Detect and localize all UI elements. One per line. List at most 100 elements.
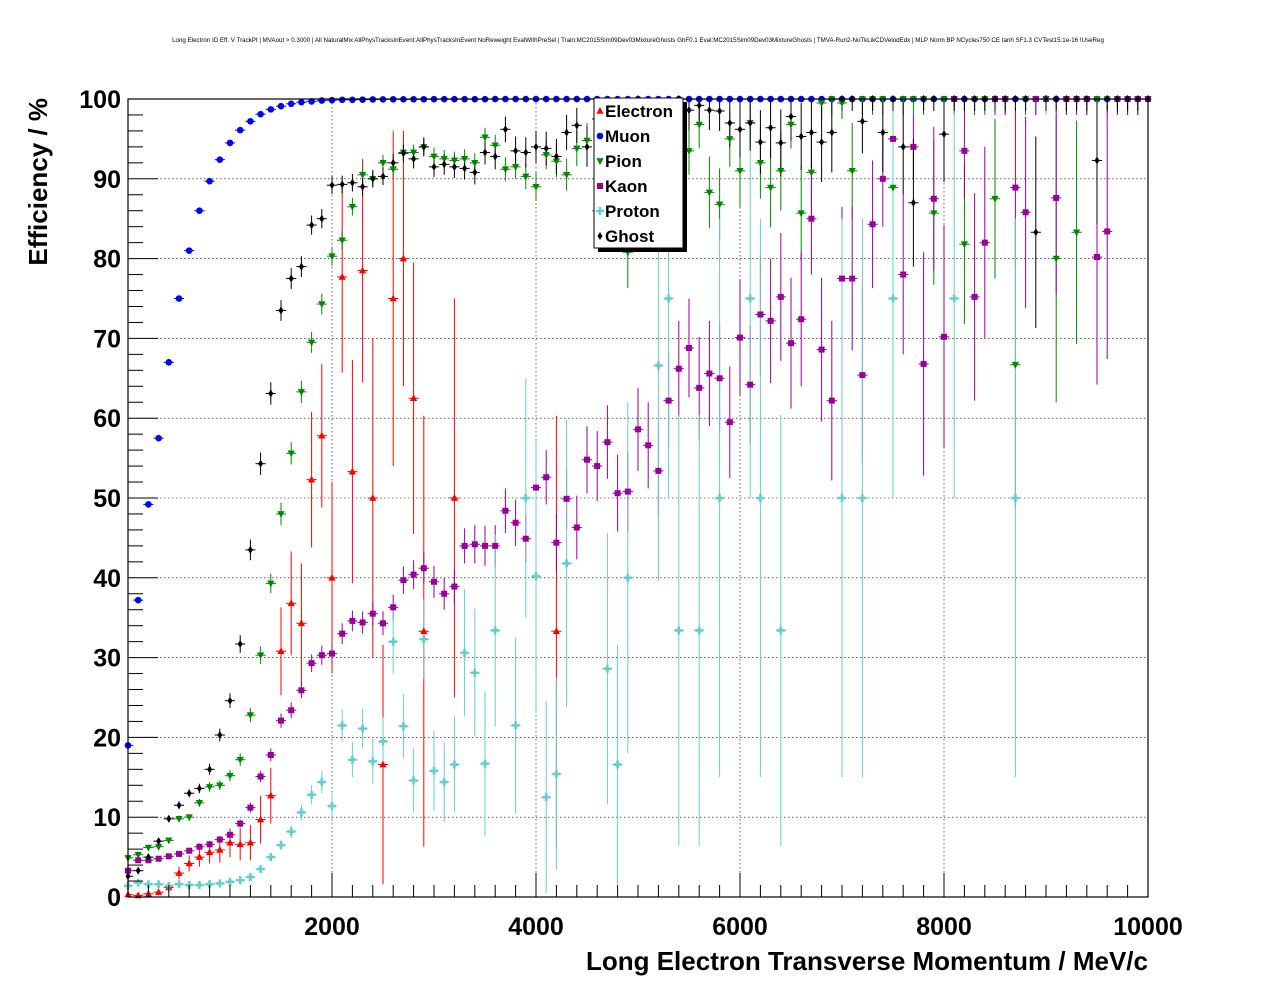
- x-axis-ticks: 2000 4000 6000 8000 10000: [127, 873, 1183, 941]
- ghost-point: [829, 128, 835, 137]
- muon-point: [328, 96, 336, 104]
- pion-point: [440, 156, 448, 163]
- ghost-point: [1094, 156, 1100, 165]
- kaon-point: [471, 541, 478, 548]
- proton-point: [226, 877, 234, 886]
- pion-point: [736, 168, 744, 175]
- electron-point: [410, 394, 418, 402]
- pion-point: [450, 157, 458, 165]
- y-tick-label: 80: [93, 246, 121, 274]
- pion-point: [991, 195, 999, 203]
- proton-point: [460, 648, 469, 657]
- ghost-point: [502, 125, 508, 134]
- electron-point: [206, 848, 214, 856]
- proton-point: [613, 760, 622, 769]
- ghost-point: [237, 640, 243, 649]
- kaon-point: [1053, 194, 1060, 201]
- ghost-point: [941, 130, 947, 139]
- pion-point: [767, 184, 775, 192]
- pion-point: [318, 301, 326, 309]
- electron-point: [277, 647, 285, 655]
- proton-point: [256, 865, 265, 874]
- kaon-point: [1104, 228, 1111, 235]
- kaon-point: [369, 610, 376, 617]
- kaon-point: [828, 397, 835, 404]
- electron-point: [267, 791, 275, 799]
- pion-point: [246, 712, 254, 720]
- muon-point: [206, 177, 213, 185]
- proton-point: [266, 853, 275, 862]
- pion-point: [532, 183, 540, 191]
- kaon-point: [941, 333, 947, 340]
- ghost-point: [166, 814, 172, 823]
- kaon-point: [502, 507, 509, 514]
- proton-point: [674, 626, 683, 635]
- kaon-point: [675, 365, 682, 372]
- kaon-point: [512, 519, 519, 526]
- kaon-point: [604, 439, 611, 446]
- kaon-point: [431, 578, 437, 585]
- ghost-point: [462, 164, 468, 173]
- ghost-point: [145, 853, 151, 862]
- pion-point: [583, 137, 591, 145]
- legend-box: [593, 97, 684, 249]
- muon-point: [298, 98, 305, 106]
- proton-point: [215, 879, 224, 888]
- electron-point: [379, 760, 387, 768]
- y-tick-label: 70: [93, 325, 121, 353]
- muon-point: [216, 156, 224, 163]
- kaon-point: [380, 620, 386, 627]
- ghost-point: [411, 154, 417, 163]
- proton-point: [419, 635, 428, 644]
- ghost-point: [390, 158, 396, 167]
- electron-point: [369, 494, 377, 501]
- legend-marker-pion: [596, 158, 604, 165]
- legend-label-electron: Electron: [605, 102, 673, 121]
- muon-point: [226, 139, 234, 147]
- kaon-point: [563, 495, 570, 502]
- pion-point: [787, 121, 795, 129]
- pion-point: [379, 160, 387, 167]
- proton-point: [491, 626, 500, 635]
- kaon-point: [839, 275, 845, 282]
- kaon-point: [655, 467, 662, 474]
- ghost-point: [880, 128, 886, 137]
- proton-point: [715, 494, 724, 502]
- electron-point: [552, 627, 560, 635]
- y-tick-label: 100: [79, 86, 121, 114]
- kaon-point: [645, 442, 652, 449]
- kaon-point: [614, 490, 621, 497]
- ghost-point: [747, 118, 753, 127]
- electron-point: [257, 815, 265, 823]
- kaon-point: [971, 293, 978, 300]
- y-tick-label: 90: [93, 166, 121, 194]
- kaon-point: [890, 135, 896, 142]
- ghost-point: [1033, 228, 1039, 237]
- electron-point: [236, 840, 244, 848]
- ghost-point: [258, 459, 264, 468]
- kaon-point: [267, 751, 274, 758]
- pion-point: [471, 160, 479, 167]
- kaon-point: [573, 524, 580, 531]
- ghost-point: [227, 696, 233, 705]
- pion-point: [348, 203, 356, 211]
- proton-point: [838, 494, 846, 502]
- proton-point: [776, 626, 785, 635]
- x-axis-label: Long Electron Transverse Momentum / MeV/…: [586, 946, 1148, 976]
- x-tick-label: 8000: [916, 913, 972, 941]
- legend-marker-proton: [596, 207, 604, 215]
- pion-point: [573, 145, 581, 153]
- y-axis-label: Efficiency / %: [23, 98, 53, 266]
- kaon-point: [176, 850, 182, 857]
- proton-point: [246, 873, 255, 882]
- kaon-point: [298, 687, 305, 694]
- kaon-point: [227, 831, 233, 838]
- ghost-point: [451, 162, 457, 171]
- legend-marker-ghost: [597, 232, 603, 240]
- kaon-point: [665, 397, 672, 404]
- proton-point: [521, 494, 530, 502]
- proton-point: [134, 878, 143, 887]
- legend-label-proton: Proton: [605, 202, 660, 221]
- electron-point: [389, 294, 397, 302]
- ghost-point: [696, 101, 702, 110]
